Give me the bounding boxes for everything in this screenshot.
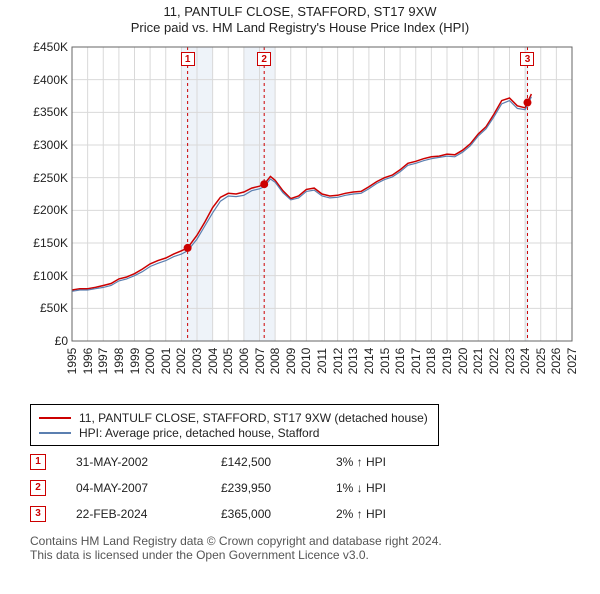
x-tick-label: 2025 bbox=[535, 348, 547, 375]
x-tick-label: 2007 bbox=[254, 348, 266, 375]
x-tick-label: 2017 bbox=[410, 348, 422, 375]
x-tick-label: 2019 bbox=[441, 348, 453, 375]
legend-item: HPI: Average price, detached house, Staf… bbox=[39, 425, 428, 440]
transaction-row: 3 22-FEB-2024£365,0002% ↑ HPI bbox=[30, 501, 386, 527]
x-tick-label: 2008 bbox=[269, 348, 281, 375]
chart-area: £0 £50K £100K £150K £200K £250K £300K £350K £400… bbox=[20, 37, 580, 387]
event-marker-box: 1 bbox=[181, 52, 195, 66]
x-tick-label: 2005 bbox=[222, 348, 234, 375]
x-tick-label: 1998 bbox=[113, 348, 125, 375]
x-tick-label: 2009 bbox=[285, 348, 297, 375]
x-tick-label: 2010 bbox=[300, 348, 312, 375]
x-tick-label: 2000 bbox=[144, 348, 156, 375]
legend-swatch bbox=[39, 417, 71, 419]
transaction-date: 31-MAY-2002 bbox=[76, 455, 221, 469]
transaction-index: 1 bbox=[30, 454, 46, 470]
x-tick-label: 2021 bbox=[472, 348, 484, 375]
transaction-hpi-delta: 2% ↑ HPI bbox=[336, 507, 386, 521]
y-tick-label: £150K bbox=[20, 236, 68, 250]
attribution: Contains HM Land Registry data © Crown c… bbox=[30, 534, 442, 562]
legend-label: 11, PANTULF CLOSE, STAFFORD, ST17 9XW (d… bbox=[79, 411, 428, 425]
transaction-date: 04-MAY-2007 bbox=[76, 481, 221, 495]
transaction-table: 1 31-MAY-2002£142,5003% ↑ HPI 2 04-MAY-2007… bbox=[30, 449, 386, 527]
legend-item: 11, PANTULF CLOSE, STAFFORD, ST17 9XW (d… bbox=[39, 410, 428, 425]
y-tick-label: £450K bbox=[20, 40, 68, 54]
attribution-line2: This data is licensed under the Open Gov… bbox=[30, 548, 442, 562]
x-tick-label: 2006 bbox=[238, 348, 250, 375]
chart-title-block: 11, PANTULF CLOSE, STAFFORD, ST17 9XW Pr… bbox=[20, 4, 580, 35]
x-tick-label: 1996 bbox=[82, 348, 94, 375]
transaction-index: 2 bbox=[30, 480, 46, 496]
x-tick-label: 2001 bbox=[160, 348, 172, 375]
y-tick-label: £350K bbox=[20, 105, 68, 119]
x-tick-label: 2020 bbox=[457, 348, 469, 375]
y-tick-label: £400K bbox=[20, 73, 68, 87]
chart-title-address: 11, PANTULF CLOSE, STAFFORD, ST17 9XW bbox=[20, 4, 580, 19]
x-tick-label: 2023 bbox=[504, 348, 516, 375]
x-tick-label: 1995 bbox=[66, 348, 78, 375]
y-tick-label: £300K bbox=[20, 138, 68, 152]
chart-svg bbox=[72, 47, 572, 341]
transaction-row: 2 04-MAY-2007£239,9501% ↓ HPI bbox=[30, 475, 386, 501]
x-tick-label: 2024 bbox=[519, 348, 531, 375]
event-marker-box: 2 bbox=[257, 52, 271, 66]
transaction-price: £142,500 bbox=[221, 455, 336, 469]
x-tick-label: 2027 bbox=[566, 348, 578, 375]
transaction-price: £365,000 bbox=[221, 507, 336, 521]
chart-title-subtitle: Price paid vs. HM Land Registry's House … bbox=[20, 20, 580, 35]
x-tick-label: 1999 bbox=[129, 348, 141, 375]
transaction-price: £239,950 bbox=[221, 481, 336, 495]
legend-swatch bbox=[39, 432, 71, 434]
x-tick-label: 2022 bbox=[488, 348, 500, 375]
x-tick-label: 2018 bbox=[425, 348, 437, 375]
x-tick-label: 2002 bbox=[175, 348, 187, 375]
x-tick-label: 2004 bbox=[207, 348, 219, 375]
x-tick-label: 2011 bbox=[316, 348, 328, 374]
transaction-hpi-delta: 3% ↑ HPI bbox=[336, 455, 386, 469]
y-tick-label: £100K bbox=[20, 269, 68, 283]
y-tick-label: £250K bbox=[20, 171, 68, 185]
transaction-date: 22-FEB-2024 bbox=[76, 507, 221, 521]
legend: 11, PANTULF CLOSE, STAFFORD, ST17 9XW (d… bbox=[30, 404, 439, 446]
transaction-index: 3 bbox=[30, 506, 46, 522]
x-tick-label: 2016 bbox=[394, 348, 406, 375]
transaction-hpi-delta: 1% ↓ HPI bbox=[336, 481, 386, 495]
transaction-row: 1 31-MAY-2002£142,5003% ↑ HPI bbox=[30, 449, 386, 475]
legend-label: HPI: Average price, detached house, Staf… bbox=[79, 426, 319, 440]
attribution-line1: Contains HM Land Registry data © Crown c… bbox=[30, 534, 442, 548]
x-tick-label: 2003 bbox=[191, 348, 203, 375]
x-tick-label: 2014 bbox=[363, 348, 375, 375]
plot-region bbox=[72, 47, 572, 341]
x-tick-label: 2013 bbox=[347, 348, 359, 375]
x-tick-label: 2026 bbox=[550, 348, 562, 375]
x-tick-label: 1997 bbox=[97, 348, 109, 375]
y-tick-label: £200K bbox=[20, 203, 68, 217]
y-tick-label: £0 bbox=[20, 334, 68, 348]
x-tick-label: 2015 bbox=[379, 348, 391, 375]
x-tick-label: 2012 bbox=[332, 348, 344, 375]
event-marker-box: 3 bbox=[520, 52, 534, 66]
y-tick-label: £50K bbox=[20, 301, 68, 315]
